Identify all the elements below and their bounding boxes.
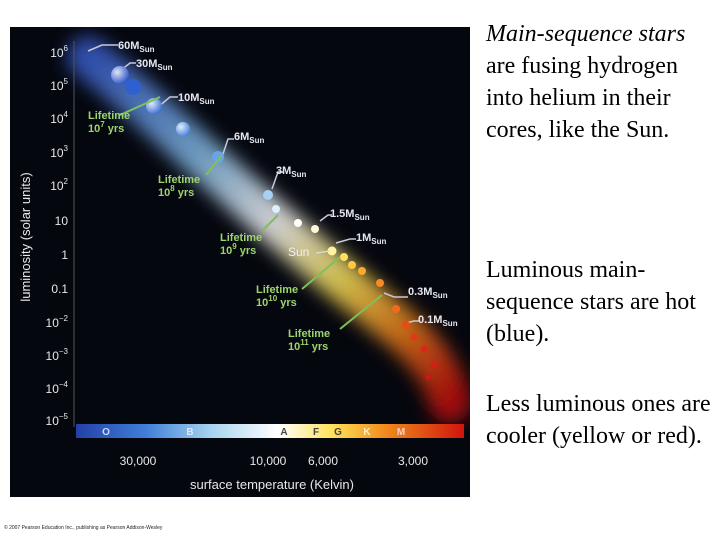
star-0-06msun (425, 374, 431, 380)
star-1-2msun (311, 225, 319, 233)
star-2msun (272, 205, 280, 213)
lifetime-leader-line (261, 214, 279, 232)
lifetime-label-8: Lifetime 108 yrs (158, 174, 203, 199)
mass-label-10: 10MSun (178, 92, 215, 106)
mass-leader-line (157, 96, 178, 108)
spectral-class-label: A (280, 427, 287, 438)
y-tick-labels: 106 105 104 103 102 10 1 0.1 10−2 10−3 1… (46, 44, 69, 428)
mass-labels: 60MSun 30MSun 10MSun 6MSun 3MSun 1.5MSun… (118, 40, 458, 328)
paragraph-luminous: Luminous main-sequence stars are hot (bl… (486, 257, 696, 347)
x-tick-label: 30,000 (120, 454, 157, 468)
star-0-5msun (376, 279, 384, 287)
star-0-3msun (392, 305, 400, 313)
y-tick-label: 10−2 (46, 314, 69, 330)
star-0-2msun (402, 321, 410, 329)
x-tick-label: 3,000 (398, 454, 428, 468)
spectral-class-label: M (397, 427, 405, 438)
star-shine (176, 122, 190, 136)
lifetime-label-7: Lifetime 107 yrs (88, 110, 133, 135)
lifetime-label-9: Lifetime 109 yrs (220, 232, 265, 257)
sun-leader-line (315, 250, 331, 254)
y-axis-label: luminosity (solar units) (18, 172, 33, 301)
y-tick-label: 0.1 (51, 282, 68, 296)
y-tick-label: 104 (50, 110, 68, 126)
lifetime-label-11: Lifetime 1011 yrs (288, 328, 333, 353)
hr-diagram-svg: luminosity (solar units) 106 105 104 103… (18, 36, 470, 492)
star-0-15msun (410, 333, 418, 341)
main-sequence-term: Main-sequence stars (486, 21, 686, 47)
y-tick-label: 105 (50, 77, 68, 93)
mass-label-0-3: 0.3MSun (408, 286, 448, 300)
lifetime-leader-line (205, 154, 223, 176)
y-tick-label: 102 (50, 177, 68, 193)
mass-label-60: 60MSun (118, 40, 155, 54)
mass-label-6: 6MSun (234, 131, 265, 145)
x-tick-labels: 30,000 10,000 6,000 3,000 (120, 454, 429, 468)
star-sun (327, 246, 337, 256)
mass-leader-line (319, 214, 332, 222)
spectral-class-label: K (363, 427, 371, 438)
star-0-08msun (430, 361, 438, 369)
paragraph-main-sequence: Main-sequence stars are fusing hydrogen … (486, 18, 714, 146)
mass-leader-line (335, 238, 356, 244)
star-shine (111, 66, 129, 84)
lifetime-leader-line (119, 96, 161, 116)
star-1-5msun (294, 219, 302, 227)
star-3msun (263, 190, 273, 200)
lifetime-labels: Lifetime 107 yrs Lifetime 108 yrs Lifeti… (88, 110, 333, 353)
mass-leader-line (87, 44, 118, 52)
y-tick-label: 10−5 (46, 412, 69, 428)
main-sequence-description: are fusing hydrogen into helium in their… (486, 53, 678, 143)
lifetime-leader-line (301, 256, 341, 290)
mass-leader-line (221, 138, 234, 158)
star-0-1msun (420, 345, 428, 353)
star-0-8msun (348, 261, 356, 269)
y-tick-label: 103 (50, 144, 68, 160)
x-tick-label: 6,000 (308, 454, 338, 468)
main-sequence-band (67, 36, 470, 423)
star-6msun (212, 151, 224, 163)
mass-leader-line (383, 292, 408, 298)
x-axis-label: surface temperature (Kelvin) (190, 477, 354, 492)
spectral-class-labels: O B A F G K M (102, 427, 405, 438)
star-30msun (125, 79, 141, 95)
mass-label-30: 30MSun (136, 58, 173, 72)
copyright-notice: © 2007 Pearson Education Inc., publishin… (4, 525, 163, 531)
y-tick-label: 10−4 (46, 380, 69, 396)
hr-diagram: luminosity (solar units) 106 105 104 103… (10, 27, 470, 497)
sun-label: Sun (288, 245, 309, 259)
paragraph-less-luminous: Less luminous ones are cooler (yellow or… (486, 391, 711, 449)
mass-label-1-5: 1.5MSun (330, 208, 370, 222)
spectral-class-label: B (186, 427, 193, 438)
mass-label-3: 3MSun (276, 165, 307, 179)
y-tick-label: 1 (61, 248, 68, 262)
lifetime-label-10: Lifetime 1010 yrs (256, 284, 301, 309)
x-tick-label: 10,000 (250, 454, 287, 468)
lifetime-leader-line (339, 294, 383, 330)
y-tick-label: 106 (50, 44, 68, 60)
y-tick-label: 10 (55, 214, 69, 228)
spectral-class-label: G (334, 427, 342, 438)
y-tick-label: 10−3 (46, 347, 69, 363)
star-0-9msun (340, 253, 348, 261)
spectral-class-label: F (313, 427, 319, 438)
mass-leader-line (271, 171, 284, 190)
main-sequence-stars (111, 66, 438, 380)
mass-label-0-1: 0.1MSun (418, 314, 458, 328)
spectral-class-label: O (102, 427, 110, 438)
spectral-class-bar (76, 424, 464, 438)
lifetime-leader-lines (119, 96, 383, 330)
star-0-6msun (358, 267, 366, 275)
mass-label-1: 1MSun (356, 232, 387, 246)
